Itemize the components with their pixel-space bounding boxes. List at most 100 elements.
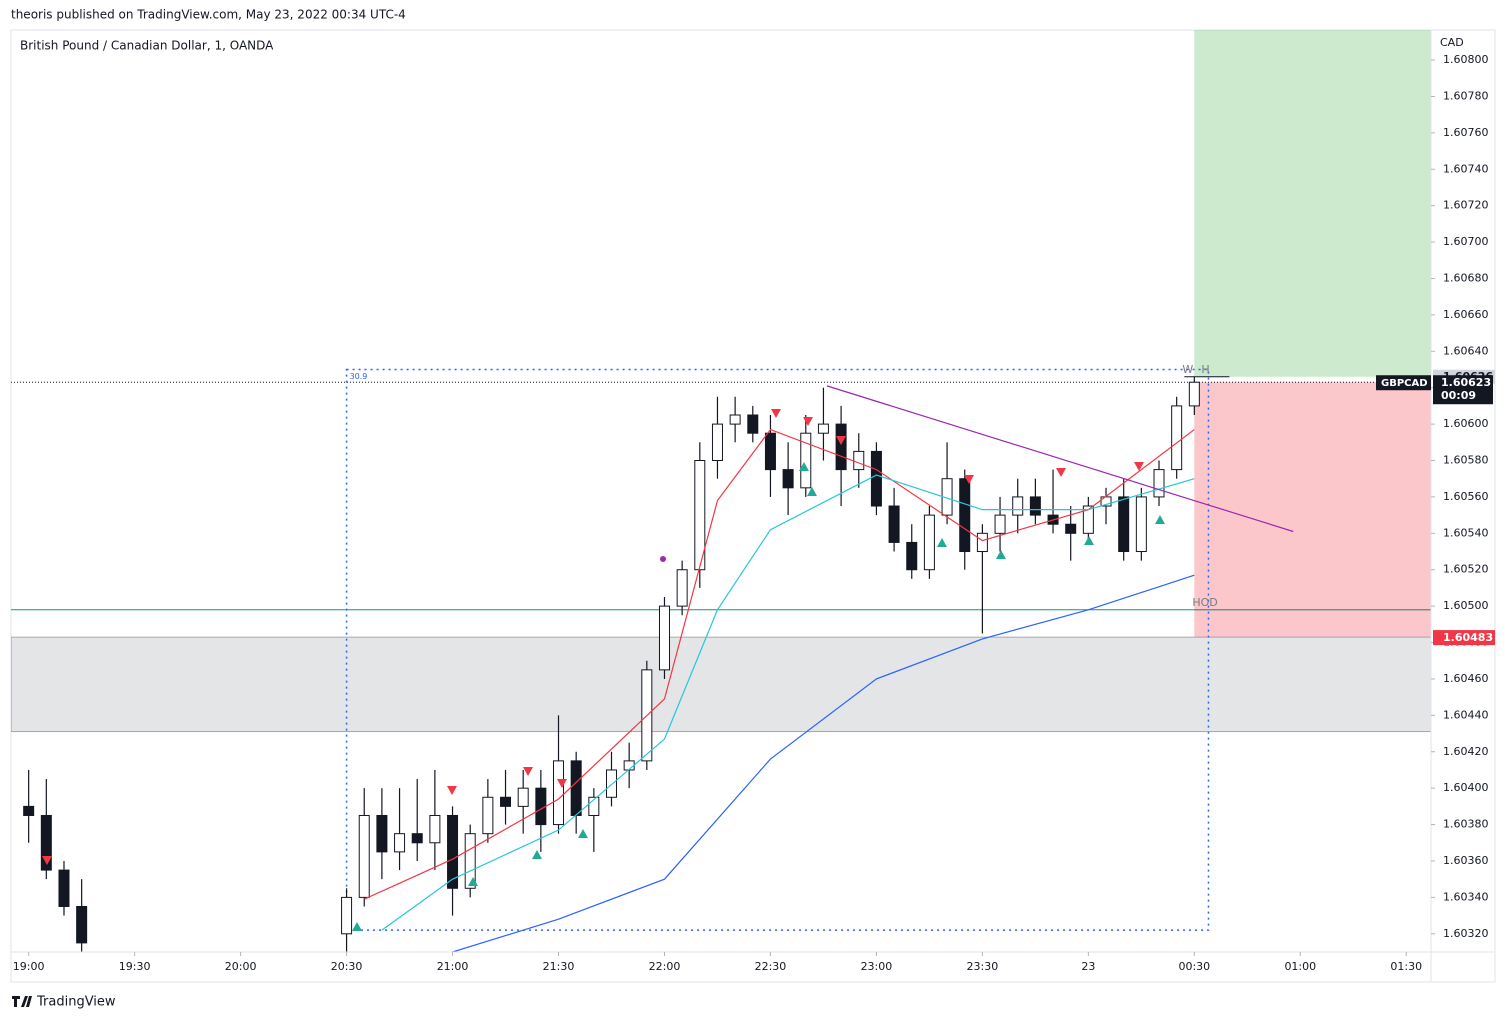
x-tick-label: 01:00 [1284, 960, 1316, 973]
buy-signal [578, 829, 588, 838]
candle-body [1029, 496, 1041, 516]
footer-brand: TradingView [36, 995, 116, 1010]
y-tick-label: 1.60360 [1443, 854, 1489, 867]
y-tick-label: 1.60340 [1443, 890, 1489, 903]
candle-body [1065, 523, 1077, 534]
symbol-badge [1376, 375, 1431, 391]
candle-body [906, 541, 918, 571]
y-tick-label: 1.60440 [1443, 708, 1489, 721]
candle-body [76, 905, 88, 944]
x-tick-label: 00:30 [1178, 960, 1210, 973]
sell-signal [836, 436, 846, 445]
candle-body [994, 514, 1006, 534]
candle-body [500, 796, 512, 807]
candle-body [835, 423, 847, 471]
candle-body [711, 423, 723, 462]
moving-average [381, 474, 1195, 931]
candle-body [1118, 496, 1130, 553]
moving-average [363, 428, 1195, 900]
x-tick-label: 01:30 [1390, 960, 1422, 973]
chart-title: British Pound / Canadian Dollar, 1, OAND… [20, 39, 274, 53]
last-price: 1.60623 [1441, 376, 1491, 389]
sell-signal [557, 779, 567, 788]
candle-body [358, 814, 370, 898]
y-tick-label: 1.60720 [1443, 199, 1489, 212]
candle-body [694, 460, 706, 571]
candle-body [394, 833, 406, 853]
x-tick-label: 21:00 [437, 960, 469, 973]
candle-body [588, 796, 600, 816]
buy-signal [1084, 536, 1094, 545]
candle-body [976, 532, 988, 553]
w-label: W [1182, 363, 1193, 376]
y-tick-label: 1.60680 [1443, 271, 1489, 284]
axis-unit: CAD [1440, 36, 1464, 49]
y-tick-label: 1.60380 [1443, 818, 1489, 831]
measure-label: 30.9 [350, 372, 368, 381]
y-tick-label: 1.60800 [1443, 53, 1489, 66]
candle-body [853, 450, 865, 471]
candle-body [535, 787, 547, 826]
candle-body [376, 814, 388, 853]
candle-body [341, 896, 353, 935]
candle-body [411, 833, 423, 844]
candle-body [1012, 496, 1024, 516]
buy-signal [996, 550, 1006, 559]
buy-signal [937, 538, 947, 547]
stop-badge [1433, 630, 1495, 646]
sell-signal [1134, 462, 1144, 471]
sell-signal [42, 856, 52, 865]
y-tick-label: 1.60600 [1443, 417, 1489, 430]
candle-body [40, 814, 52, 871]
buy-signal [468, 877, 478, 886]
y-tick-label: 1.60500 [1443, 599, 1489, 612]
candle-body [23, 805, 35, 816]
candle-body [817, 423, 829, 434]
buy-signal [352, 922, 362, 931]
candle-body [447, 814, 459, 889]
x-tick-label: 23:30 [967, 960, 999, 973]
candle-body [729, 414, 741, 425]
x-tick-label: 22:30 [755, 960, 787, 973]
y-tick-label: 1.60580 [1443, 454, 1489, 467]
trendline [826, 385, 1294, 533]
x-tick-label: 20:00 [225, 960, 257, 973]
h-label: H [1201, 363, 1209, 376]
x-tick-label: 23:00 [861, 960, 893, 973]
candle-body [1082, 505, 1094, 534]
candle-body [676, 569, 688, 607]
buy-signal [799, 462, 809, 471]
x-tick-label: 20:30 [331, 960, 363, 973]
candle-body [605, 769, 617, 798]
countdown: 00:09 [1441, 389, 1476, 402]
candle-body [553, 760, 565, 826]
sell-signal [771, 409, 781, 418]
y-tick-label: 1.60560 [1443, 490, 1489, 503]
sell-signal [803, 417, 813, 426]
brand-logo [12, 996, 32, 1007]
y-tick-label: 1.60700 [1443, 235, 1489, 248]
x-tick-label: 19:30 [119, 960, 151, 973]
y-tick-label: 1.60760 [1443, 126, 1489, 139]
x-tick-label: 21:30 [543, 960, 575, 973]
candle-body [870, 450, 882, 507]
target-zone [1194, 30, 1431, 377]
sell-signal [964, 475, 974, 484]
candle-body [888, 505, 900, 543]
candle-body [747, 414, 759, 434]
candle-body [429, 814, 441, 844]
stop-zone [1194, 382, 1431, 638]
candle-body [782, 469, 794, 489]
sell-signal [447, 786, 457, 795]
candle-body [1188, 381, 1200, 407]
candle-body [482, 796, 494, 835]
signal-dot [660, 556, 666, 562]
y-tick-label: 1.60320 [1443, 927, 1489, 940]
candle-body [959, 478, 971, 553]
x-tick-label: 19:00 [13, 960, 45, 973]
buy-signal [807, 487, 817, 496]
x-tick-label: 23 [1081, 960, 1095, 973]
sell-signal [523, 767, 533, 776]
candle-body [570, 760, 582, 816]
